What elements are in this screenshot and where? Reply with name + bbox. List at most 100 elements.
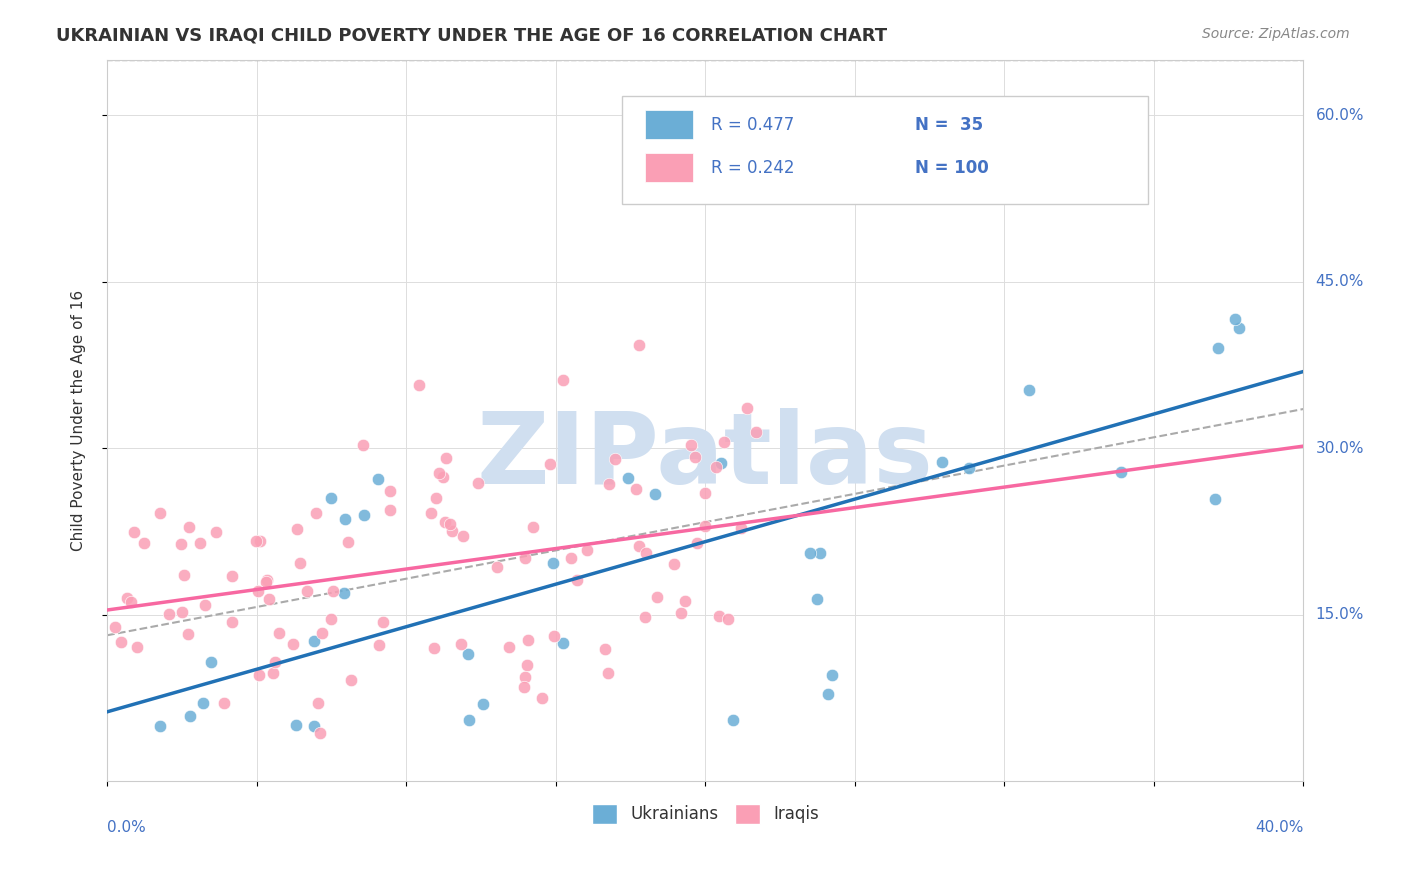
Point [434,451,457,466]
FancyBboxPatch shape [645,110,693,139]
Y-axis label: Child Poverty Under the Age of 16: Child Poverty Under the Age of 16 [72,290,86,551]
Point [531,691,554,706]
Point [686,536,709,550]
Text: 45.0%: 45.0% [1316,274,1364,289]
Point [191,697,214,711]
Point [931,455,953,469]
Point [311,626,333,640]
Point [457,647,479,661]
Point [264,655,287,669]
Point [221,569,243,583]
Point [340,673,363,687]
Text: Source: ZipAtlas.com: Source: ZipAtlas.com [1202,27,1350,41]
Point [332,586,354,600]
Point [125,640,148,654]
Point [157,607,180,621]
Point [188,536,211,550]
Point [304,719,326,733]
Point [319,491,342,505]
Point [516,657,538,672]
Point [617,471,640,485]
Point [104,620,127,634]
Point [432,469,454,483]
Point [704,460,727,475]
Point [673,594,696,608]
Point [254,574,277,589]
Point [693,519,716,533]
Point [628,539,651,553]
Point [513,550,536,565]
Point [662,557,685,571]
Text: 60.0%: 60.0% [1316,108,1364,122]
Point [513,670,536,684]
Point [194,598,217,612]
Text: R = 0.477: R = 0.477 [711,116,794,134]
Point [498,640,520,654]
Point [598,477,620,491]
Point [471,697,494,711]
Point [467,476,489,491]
Point [1206,341,1229,355]
Point [281,637,304,651]
Legend: Ukrainians, Iraqis: Ukrainians, Iraqis [585,797,825,830]
Point [309,725,332,739]
Point [730,521,752,535]
Point [335,512,357,526]
Point [603,452,626,467]
Point [681,438,703,452]
Point [1227,320,1250,334]
Point [321,612,343,626]
Point [707,608,730,623]
Point [172,605,194,619]
Point [744,425,766,440]
Point [735,401,758,416]
Text: 30.0%: 30.0% [1316,441,1364,456]
FancyBboxPatch shape [621,95,1147,204]
Point [262,666,284,681]
Point [285,522,308,536]
Point [427,466,450,480]
Point [170,537,193,551]
Point [304,634,326,648]
Point [957,460,980,475]
Point [626,483,648,497]
Point [200,656,222,670]
Point [1071,162,1094,177]
Point [179,709,201,723]
Point [683,450,706,464]
Point [717,612,740,626]
Point [560,551,582,566]
Point [267,626,290,640]
Text: 40.0%: 40.0% [1256,820,1303,835]
Point [645,590,668,604]
Point [567,574,589,588]
Point [634,546,657,560]
Point [551,373,574,387]
Point [177,520,200,534]
Point [307,696,329,710]
Point [149,506,172,520]
Point [247,668,270,682]
Point [305,506,328,520]
FancyBboxPatch shape [645,153,693,182]
Point [378,503,401,517]
Point [593,642,616,657]
Point [352,438,374,452]
Point [422,641,444,656]
Point [439,516,461,531]
Point [353,508,375,522]
Point [644,487,666,501]
Point [522,520,544,534]
Point [598,665,620,680]
Text: R = 0.242: R = 0.242 [711,159,794,177]
Point [669,606,692,620]
Point [441,524,464,538]
Point [284,717,307,731]
Point [256,573,278,587]
Text: 15.0%: 15.0% [1316,607,1364,623]
Point [149,719,172,733]
Text: N =  35: N = 35 [915,116,983,134]
Point [799,546,821,560]
Point [110,635,132,649]
Point [221,615,243,630]
